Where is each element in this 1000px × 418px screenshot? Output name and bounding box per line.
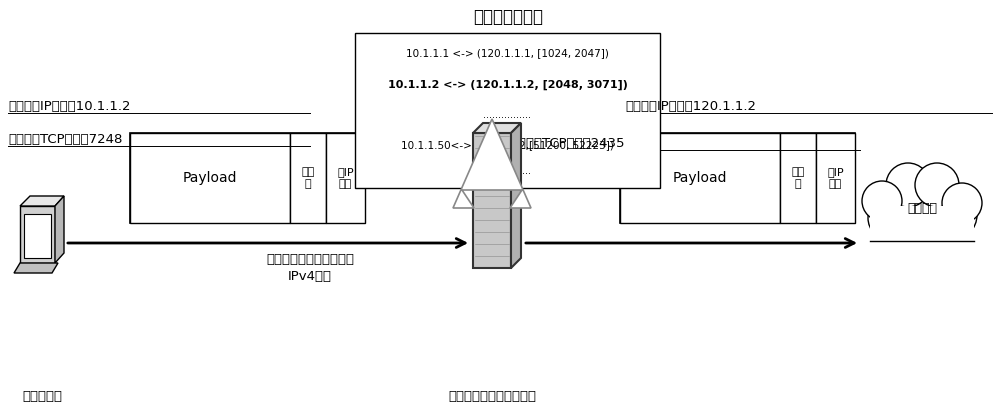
Circle shape <box>915 163 959 207</box>
Bar <box>130 133 365 223</box>
Polygon shape <box>20 206 55 263</box>
Text: 10.1.1.1 <-> (120.1.1.1, [1024, 2047]): 10.1.1.1 <-> (120.1.1.1, [1024, 2047]) <box>406 48 609 58</box>
Text: 源端
口: 源端 口 <box>301 167 315 189</box>
Text: 转换后源IP地址：120.1.1.2: 转换后源IP地址：120.1.1.2 <box>625 100 756 113</box>
Text: Payload: Payload <box>183 171 237 185</box>
Bar <box>862 183 982 243</box>
Bar <box>24 214 51 258</box>
Text: 静态映射关系表: 静态映射关系表 <box>473 8 543 26</box>
Circle shape <box>942 183 982 223</box>
Text: ................: ................ <box>483 166 532 176</box>
Polygon shape <box>511 123 521 268</box>
Bar <box>620 133 780 223</box>
Text: 源端
口: 源端 口 <box>791 167 805 189</box>
Text: 源IP
地址: 源IP 地址 <box>337 167 354 189</box>
Text: 需要进行网络地址转换的
IPv4报文: 需要进行网络地址转换的 IPv4报文 <box>266 253 354 283</box>
Polygon shape <box>20 196 64 206</box>
Circle shape <box>927 190 977 240</box>
Text: 目标网络: 目标网络 <box>907 201 937 214</box>
Polygon shape <box>55 196 64 263</box>
Text: 10.1.1.2 <-> (120.1.1.2, [2048, 3071]): 10.1.1.2 <-> (120.1.1.2, [2048, 3071]) <box>388 80 627 90</box>
Text: 转换后源TCP端口：2435: 转换后源TCP端口：2435 <box>510 137 624 150</box>
Polygon shape <box>14 263 58 273</box>
Bar <box>780 133 816 223</box>
Circle shape <box>862 181 902 221</box>
Bar <box>130 133 290 223</box>
Text: Payload: Payload <box>673 171 727 185</box>
Bar <box>620 133 855 223</box>
Circle shape <box>868 196 912 240</box>
Bar <box>326 133 365 223</box>
Text: ................: ................ <box>483 110 532 120</box>
Circle shape <box>888 176 952 240</box>
Text: 转换前源IP地址：10.1.1.2: 转换前源IP地址：10.1.1.2 <box>8 100 130 113</box>
Polygon shape <box>453 119 531 208</box>
Text: 源IP
地址: 源IP 地址 <box>827 167 844 189</box>
Polygon shape <box>473 133 511 268</box>
Bar <box>290 133 326 223</box>
Bar <box>816 133 855 223</box>
Text: 转换前源TCP端口：7248: 转换前源TCP端口：7248 <box>8 133 122 146</box>
Bar <box>870 206 974 241</box>
Text: 运营级网络地址转换设备: 运营级网络地址转换设备 <box>448 390 536 403</box>
Text: 10.1.1.50<->(120.1.1.2,[51200, 52223]): 10.1.1.50<->(120.1.1.2,[51200, 52223]) <box>401 140 614 150</box>
Circle shape <box>886 163 930 207</box>
Bar <box>355 33 660 188</box>
Text: 客户端设备: 客户端设备 <box>22 390 62 403</box>
Polygon shape <box>473 123 521 133</box>
